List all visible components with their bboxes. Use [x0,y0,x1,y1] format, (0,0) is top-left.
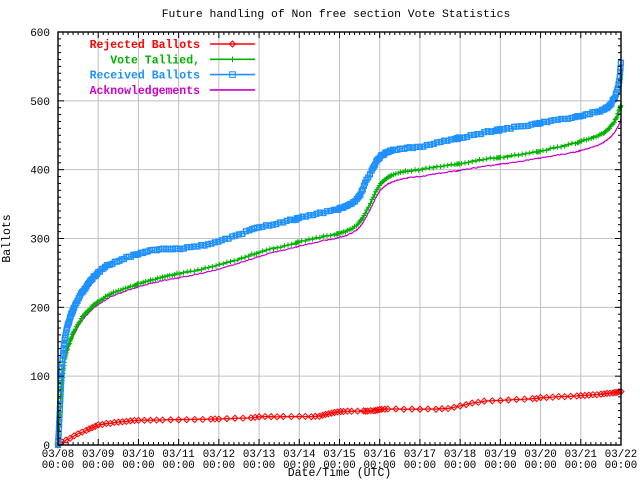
svg-text:00:00: 00:00 [363,460,395,472]
svg-text:Acknowledgements: Acknowledgements [90,85,201,98]
svg-text:00:00: 00:00 [162,460,194,472]
svg-text:00:00: 00:00 [404,460,436,472]
svg-text:500: 500 [30,97,50,109]
svg-text:00:00: 00:00 [42,460,74,472]
svg-text:Future handling of Non free se: Future handling of Non free section Vote… [162,9,511,21]
svg-text:Rejected Ballots: Rejected Ballots [90,39,201,52]
svg-text:200: 200 [30,303,50,315]
svg-text:100: 100 [30,372,50,384]
svg-text:00:00: 00:00 [565,460,597,472]
svg-text:Ballots: Ballots [1,214,14,262]
svg-text:00:00: 00:00 [524,460,556,472]
svg-text:600: 600 [30,28,50,40]
svg-text:00:00: 00:00 [323,460,355,472]
svg-text:00:00: 00:00 [203,460,235,472]
svg-text:Vote Tallied,: Vote Tallied, [110,54,200,67]
svg-text:00:00: 00:00 [283,460,315,472]
svg-text:00:00: 00:00 [122,460,154,472]
svg-text:400: 400 [30,166,50,178]
svg-text:300: 300 [30,235,50,247]
svg-text:00:00: 00:00 [82,460,114,472]
svg-text:00:00: 00:00 [605,460,637,472]
svg-text:00:00: 00:00 [444,460,476,472]
svg-text:Received Ballots: Received Ballots [90,70,201,83]
svg-text:00:00: 00:00 [484,460,516,472]
svg-text:00:00: 00:00 [243,460,275,472]
